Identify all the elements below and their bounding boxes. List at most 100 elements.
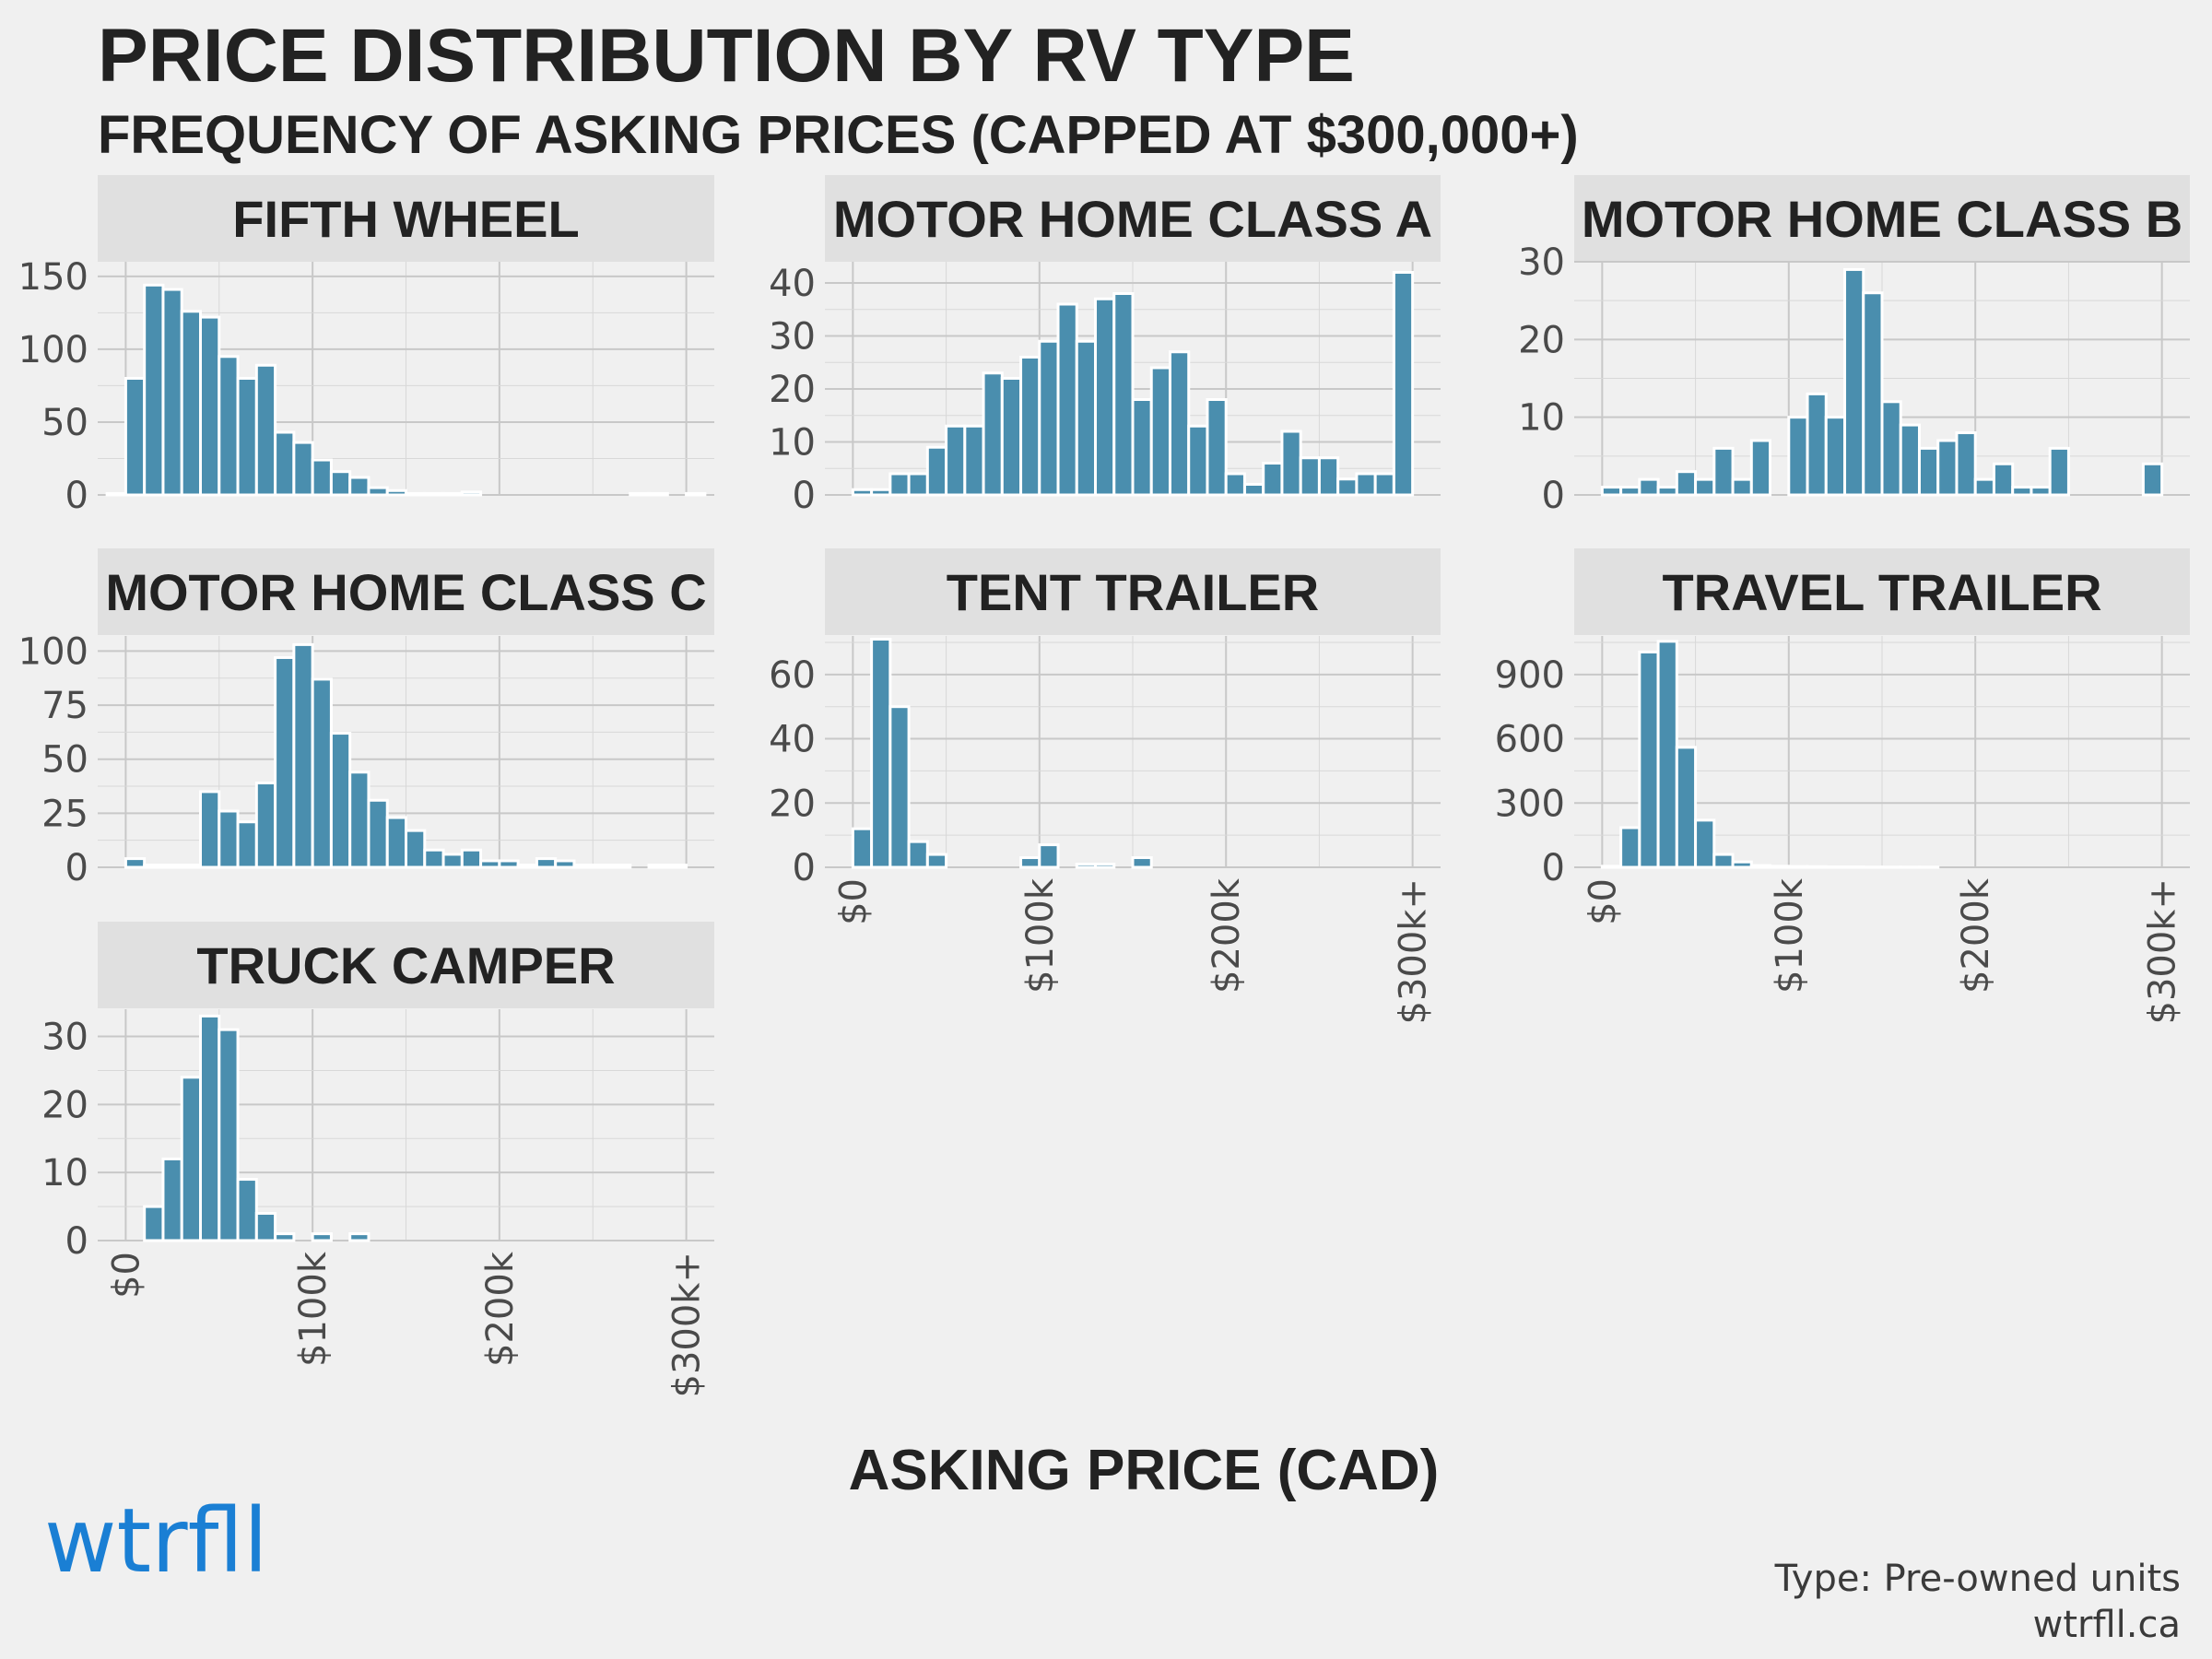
histogram-bar xyxy=(1843,267,1865,497)
histogram-bar xyxy=(292,441,314,497)
histogram-bar xyxy=(1168,350,1191,497)
histogram-bar xyxy=(2030,486,2052,497)
histogram-bar xyxy=(572,864,594,869)
histogram-bar xyxy=(1075,339,1098,497)
y-tick-label: 60 xyxy=(769,654,816,697)
histogram-bar xyxy=(982,371,1004,497)
histogram-bar xyxy=(1075,863,1098,869)
x-tick-label: $100k xyxy=(1019,877,1062,994)
facet-title: FIFTH WHEEL xyxy=(232,190,579,248)
histogram-bar xyxy=(1787,416,1809,497)
histogram-bar xyxy=(2048,446,2070,497)
histogram-bar xyxy=(2011,486,2033,497)
y-tick-label: 10 xyxy=(1518,397,1565,440)
histogram-bar xyxy=(1094,297,1116,497)
histogram-bar xyxy=(1749,439,1772,497)
histogram-bar xyxy=(516,864,538,869)
histogram-bar xyxy=(1262,462,1284,497)
caption-source: wtrfll.ca xyxy=(2033,1604,2181,1646)
histogram-bar xyxy=(405,829,427,869)
histogram-bar xyxy=(405,491,427,497)
histogram-bar xyxy=(1806,392,1828,497)
x-tick-label: $100k xyxy=(1769,877,1811,994)
histogram-bar xyxy=(385,816,407,869)
facet-motor-home-class-b: MOTOR HOME CLASS B 0 10 20 30 xyxy=(1518,175,2190,517)
histogram-bar xyxy=(161,864,183,869)
histogram-bar xyxy=(274,430,296,497)
histogram-bar xyxy=(1880,400,1902,497)
histogram-bar xyxy=(888,705,911,869)
histogram-bar xyxy=(460,848,483,869)
facet-strip xyxy=(98,175,714,262)
histogram-bar xyxy=(311,677,333,869)
y-tick-label: 20 xyxy=(769,782,816,825)
y-tick-label: 900 xyxy=(1495,654,1565,697)
x-tick-label: $200k xyxy=(1206,877,1248,994)
x-tick-label: $300k+ xyxy=(666,1252,709,1397)
facet-strip xyxy=(1574,175,2190,262)
facet-fifth-wheel: FIFTH WHEEL 0 50 100 150 xyxy=(18,175,714,517)
histogram-bar xyxy=(143,864,165,869)
histogram-bar xyxy=(143,1205,165,1242)
y-tick-label: 30 xyxy=(1518,241,1565,284)
x-tick-label: $0 xyxy=(105,1252,147,1299)
histogram-bar xyxy=(1992,462,2015,497)
facet-strip xyxy=(98,922,714,1008)
histogram-bar xyxy=(629,491,651,497)
histogram-bar xyxy=(236,1178,258,1242)
histogram-bar xyxy=(1769,865,1791,869)
histogram-bar xyxy=(199,315,221,497)
histogram-bar xyxy=(1731,860,1753,869)
histogram-bar xyxy=(851,488,874,497)
y-tick-label: 0 xyxy=(793,475,816,517)
histogram-bar xyxy=(311,458,333,497)
facet-title: TRAVEL TRAILER xyxy=(1662,563,2101,621)
histogram-bar xyxy=(348,1232,371,1242)
histogram-bar xyxy=(1131,398,1153,497)
histogram-bar xyxy=(1806,865,1828,869)
histogram-bar xyxy=(647,864,669,869)
y-tick-label: 20 xyxy=(1518,319,1565,361)
x-tick-label: $200k xyxy=(1955,877,1997,994)
x-tick-label: $200k xyxy=(479,1251,522,1367)
histogram-bar xyxy=(610,864,632,869)
histogram-bar xyxy=(554,859,576,869)
histogram-bar xyxy=(907,840,929,869)
histogram-bar xyxy=(1694,818,1716,869)
histogram-bar xyxy=(329,470,352,497)
histogram-bar xyxy=(1280,429,1302,497)
histogram-bar xyxy=(218,809,240,869)
y-tick-label: 25 xyxy=(41,793,88,835)
histogram-bar xyxy=(1336,477,1359,497)
histogram-bar xyxy=(479,859,501,869)
x-tick-label: $0 xyxy=(1582,878,1624,925)
histogram-bar xyxy=(161,1157,183,1242)
histogram-bar xyxy=(218,355,240,497)
y-tick-label: 0 xyxy=(1542,475,1565,517)
facet-strip xyxy=(1574,548,2190,635)
histogram-bar xyxy=(1712,853,1735,869)
histogram-bar xyxy=(180,864,203,869)
histogram-bar xyxy=(1355,472,1377,497)
histogram-bar xyxy=(1824,416,1847,497)
y-tick-label: 50 xyxy=(41,402,88,444)
histogram-bar xyxy=(199,1014,221,1242)
histogram-bar xyxy=(1936,439,1959,497)
histogram-bar xyxy=(907,472,929,497)
histogram-bar xyxy=(1131,856,1153,869)
y-tick-label: 0 xyxy=(793,847,816,889)
histogram-bar xyxy=(105,491,127,497)
chart-subtitle: FREQUENCY OF ASKING PRICES (CAPPED AT $3… xyxy=(98,105,1579,165)
histogram-bar xyxy=(1373,472,1395,497)
histogram-bar xyxy=(1955,431,1977,497)
histogram-bar xyxy=(870,637,892,869)
histogram-bar xyxy=(888,472,911,497)
histogram-bar xyxy=(441,491,464,497)
histogram-bar xyxy=(329,732,352,869)
y-tick-label: 30 xyxy=(41,1017,88,1059)
y-tick-label: 40 xyxy=(769,263,816,305)
histogram-bar xyxy=(143,283,165,497)
y-tick-label: 150 xyxy=(18,256,88,299)
histogram-bar xyxy=(1973,477,1995,497)
